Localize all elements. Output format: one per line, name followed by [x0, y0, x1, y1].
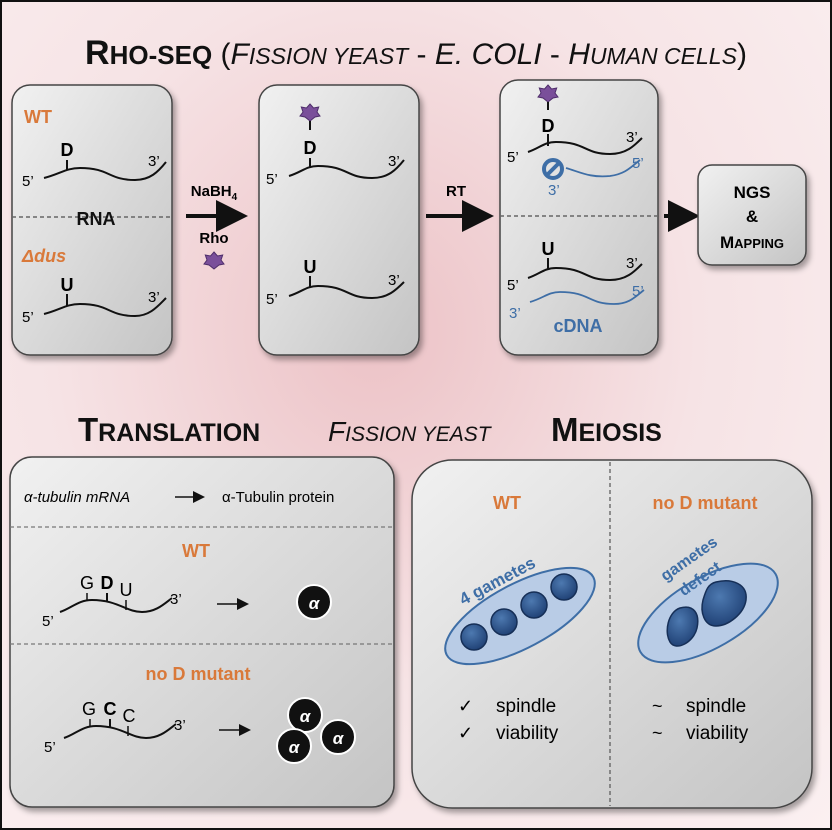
u-base: U — [120, 580, 133, 600]
five-prime: 5’ — [507, 149, 519, 166]
three-prime: 3’ — [174, 717, 186, 734]
main-title: RHO-SEQ (FISSION YEAST - E. COLI - HUMAN… — [85, 34, 747, 72]
svg-text:α: α — [289, 738, 301, 757]
check-mark: ✓ — [458, 696, 473, 716]
check-mark: ✓ — [458, 723, 473, 743]
five-prime: 5’ — [266, 171, 278, 188]
gamete — [460, 623, 488, 651]
ngs-label: NGS — [734, 183, 771, 202]
d-base: D — [101, 573, 114, 593]
five-prime: 5’ — [22, 309, 34, 326]
viability-label: viability — [496, 723, 559, 744]
mrna-label: α-tubulin mRNA — [24, 489, 130, 506]
three-prime: 3’ — [170, 591, 182, 608]
tilde-mark: ~ — [652, 696, 663, 716]
rho-label: Rho — [199, 230, 228, 247]
mrna-strand-wt — [59, 597, 173, 614]
three-prime: 3’ — [626, 255, 638, 272]
svg-text:α: α — [309, 594, 321, 613]
defective-gamete — [701, 580, 747, 627]
rna-strand-wt — [527, 137, 643, 156]
cdna-three-prime: 3’ — [509, 305, 521, 322]
section-translation-title: TRANSLATION — [78, 411, 260, 448]
svg-text:α: α — [300, 707, 312, 726]
alpha-tubulin-protein: α — [287, 697, 323, 733]
tilde-mark: ~ — [652, 723, 663, 743]
rna-strand-wt — [43, 161, 167, 182]
rho-star-icon — [203, 251, 225, 270]
section-meiosis-title: MEIOSIS — [551, 411, 662, 448]
no-d-mutant-label: no D mutant — [146, 664, 251, 684]
protein-label: α-Tubulin protein — [222, 489, 334, 506]
ampersand: & — [746, 207, 758, 226]
no-d-mutant-label: no D mutant — [653, 493, 758, 513]
ngs-mapping-box: NGS & MAPPING — [697, 164, 807, 266]
c-base: C — [104, 699, 117, 719]
three-prime: 3’ — [388, 153, 400, 170]
section-fission-yeast: FISSION YEAST — [328, 416, 493, 447]
cdna-label: cDNA — [553, 316, 602, 336]
five-prime: 5’ — [507, 277, 519, 294]
five-prime: 5’ — [42, 613, 54, 630]
cdna-five-prime: 5’ — [632, 283, 644, 300]
three-prime: 3’ — [626, 129, 638, 146]
panel-rho-labeled: D 5’ 3’ U 5’ 3’ — [258, 84, 420, 356]
gamete — [490, 608, 518, 636]
g-base: G — [82, 699, 96, 719]
alpha-tubulin-protein: α — [320, 719, 356, 755]
cdna-strand-full — [529, 289, 645, 305]
cdna-three-prime: 3’ — [548, 182, 560, 199]
mutant-ascus: gametes defect — [637, 534, 779, 664]
u-base: U — [542, 239, 555, 259]
five-prime: 5’ — [22, 173, 34, 190]
d-base: D — [304, 138, 317, 158]
u-base: U — [304, 257, 317, 277]
panel-rna-input: WT RNA Δdus D 5’ 3’ U 5’ 3’ — [11, 84, 173, 356]
meiosis-panel: WT 4 gametes no D mutant gametes defect … — [411, 459, 813, 809]
five-prime: 5’ — [44, 739, 56, 756]
c-base: C — [123, 706, 136, 726]
defective-gamete — [666, 606, 699, 647]
three-prime: 3’ — [148, 153, 160, 170]
wt-label: WT — [24, 107, 52, 127]
spindle-label: spindle — [686, 696, 746, 717]
d-base: D — [61, 140, 74, 160]
cdna-strand-blocked — [565, 159, 641, 178]
alpha-tubulin-protein: α — [296, 584, 332, 620]
rna-strand-dus — [527, 263, 643, 282]
wt-label: WT — [182, 541, 210, 561]
g-base: G — [80, 573, 94, 593]
gamete — [550, 573, 578, 601]
nabh4-label: NaBH4 — [191, 183, 238, 203]
delta-dus-label: Δdus — [21, 246, 66, 266]
alpha-tubulin-protein: α — [276, 728, 312, 764]
three-prime: 3’ — [148, 289, 160, 306]
viability-label: viability — [686, 723, 749, 744]
block-icon — [542, 158, 564, 180]
cdna-five-prime: 5’ — [632, 155, 644, 172]
gamete — [520, 591, 548, 619]
u-base: U — [61, 275, 74, 295]
rt-label: RT — [446, 183, 466, 200]
mrna-strand-mutant — [63, 723, 177, 740]
step-rt: RT — [426, 183, 494, 232]
rna-strand-wt — [288, 159, 405, 180]
translation-panel: α-tubulin mRNA α-Tubulin protein WT G D … — [9, 456, 395, 808]
three-prime: 3’ — [388, 272, 400, 289]
panel-reverse-transcription: D 5’ 3’ 5’ 3’ U 5’ 3’ 3’ 5’ cDNA — [499, 79, 659, 356]
d-base: D — [542, 116, 555, 136]
five-prime: 5’ — [266, 291, 278, 308]
step-nabh4-rho: NaBH4 Rho — [186, 183, 248, 270]
mapping-label: MAPPING — [720, 233, 784, 252]
rna-strand-dus — [288, 281, 405, 300]
spindle-label: spindle — [496, 696, 556, 717]
wt-label: WT — [493, 493, 521, 513]
rna-label: RNA — [77, 209, 116, 229]
rna-strand-dus — [43, 297, 167, 318]
svg-text:α: α — [333, 729, 345, 748]
